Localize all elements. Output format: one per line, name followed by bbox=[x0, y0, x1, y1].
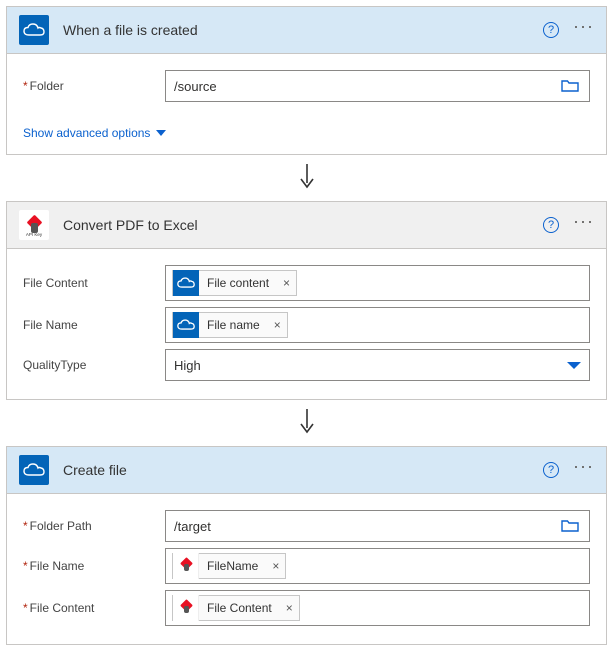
flow-arrow bbox=[6, 155, 607, 201]
field-row: File Name File name × bbox=[23, 307, 590, 343]
field-row: QualityType High bbox=[23, 349, 590, 381]
out-filename-field[interactable]: FileName × bbox=[165, 548, 590, 584]
step-title: Convert PDF to Excel bbox=[63, 217, 543, 233]
file-content-field[interactable]: File content × bbox=[165, 265, 590, 301]
dynamic-pill[interactable]: File name × bbox=[172, 312, 288, 338]
field-label: File Content bbox=[23, 276, 165, 290]
onedrive-icon bbox=[173, 312, 199, 338]
more-menu-icon[interactable]: ··· bbox=[573, 219, 594, 231]
field-row: *File Name FileName × bbox=[23, 548, 590, 584]
out-filecontent-field[interactable]: File Content × bbox=[165, 590, 590, 626]
folder-input-wrap bbox=[165, 70, 590, 102]
browse-folder-icon[interactable] bbox=[557, 519, 583, 533]
apikey-icon: API Key bbox=[19, 210, 49, 240]
field-row: *Folder Path bbox=[23, 510, 590, 542]
dynamic-pill[interactable]: FileName × bbox=[172, 553, 286, 579]
step-header[interactable]: When a file is created ? ··· bbox=[7, 7, 606, 54]
dynamic-pill[interactable]: File content × bbox=[172, 270, 297, 296]
step-card-trigger: When a file is created ? ··· *Folder Sho… bbox=[6, 6, 607, 155]
remove-pill-icon[interactable]: × bbox=[286, 601, 293, 615]
folder-input[interactable] bbox=[172, 75, 557, 98]
remove-pill-icon[interactable]: × bbox=[283, 276, 290, 290]
show-advanced-link[interactable]: Show advanced options bbox=[7, 120, 182, 154]
dynamic-pill[interactable]: File Content × bbox=[172, 595, 300, 621]
step-card-convert: API Key Convert PDF to Excel ? ··· File … bbox=[6, 201, 607, 400]
flow-arrow bbox=[6, 400, 607, 446]
field-label: File Name bbox=[23, 318, 165, 332]
qualitytype-select[interactable]: High bbox=[165, 349, 590, 381]
help-icon[interactable]: ? bbox=[543, 217, 559, 233]
field-label: *File Name bbox=[23, 559, 165, 573]
step-header[interactable]: Create file ? ··· bbox=[7, 447, 606, 494]
apikey-icon bbox=[173, 553, 199, 579]
field-label: *Folder bbox=[23, 79, 165, 93]
field-row: *File Content File Content × bbox=[23, 590, 590, 626]
folder-path-input[interactable] bbox=[172, 515, 557, 538]
help-icon[interactable]: ? bbox=[543, 22, 559, 38]
browse-folder-icon[interactable] bbox=[557, 79, 583, 93]
step-title: When a file is created bbox=[63, 22, 543, 38]
more-menu-icon[interactable]: ··· bbox=[573, 464, 594, 476]
step-title: Create file bbox=[63, 462, 543, 478]
step-card-create: Create file ? ··· *Folder Path *File Nam… bbox=[6, 446, 607, 645]
field-label: QualityType bbox=[23, 358, 165, 372]
field-row: *Folder bbox=[23, 70, 590, 102]
field-label: *Folder Path bbox=[23, 519, 165, 533]
onedrive-icon bbox=[19, 455, 49, 485]
onedrive-icon bbox=[173, 270, 199, 296]
more-menu-icon[interactable]: ··· bbox=[573, 24, 594, 36]
file-name-field[interactable]: File name × bbox=[165, 307, 590, 343]
step-header[interactable]: API Key Convert PDF to Excel ? ··· bbox=[7, 202, 606, 249]
field-row: File Content File content × bbox=[23, 265, 590, 301]
remove-pill-icon[interactable]: × bbox=[272, 559, 279, 573]
help-icon[interactable]: ? bbox=[543, 462, 559, 478]
apikey-icon bbox=[173, 595, 199, 621]
remove-pill-icon[interactable]: × bbox=[274, 318, 281, 332]
field-label: *File Content bbox=[23, 601, 165, 615]
chevron-down-icon bbox=[156, 130, 166, 136]
chevron-down-icon[interactable] bbox=[567, 362, 581, 369]
folder-path-input-wrap bbox=[165, 510, 590, 542]
onedrive-icon bbox=[19, 15, 49, 45]
